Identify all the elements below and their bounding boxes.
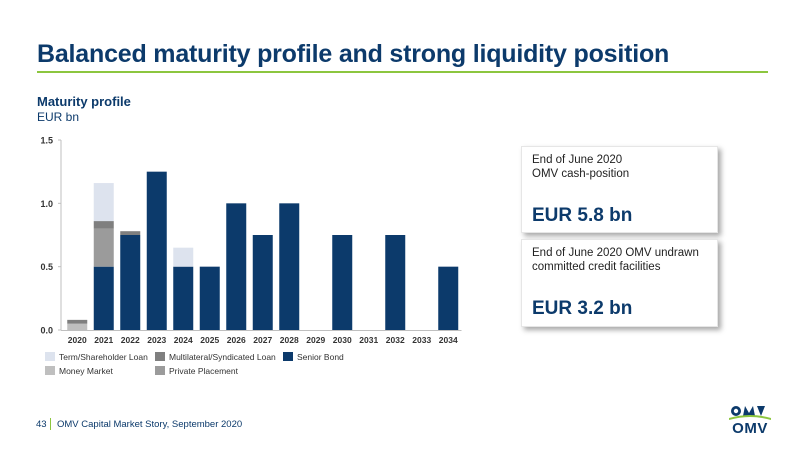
bar-senior_bond-2025 xyxy=(199,266,220,330)
credit-facilities-card: End of June 2020 OMV undrawn committed c… xyxy=(521,239,718,327)
legend-swatch-private_placement xyxy=(155,366,165,375)
bar-senior_bond-2023 xyxy=(146,171,167,330)
legend-swatch-money_market xyxy=(45,366,55,375)
bar-multilateral-2021 xyxy=(93,221,114,229)
credit-facilities-value: EUR 3.2 bn xyxy=(532,298,633,319)
x-tick-label: 2030 xyxy=(333,335,352,345)
bar-senior_bond-2032 xyxy=(385,235,406,330)
omv-logo-icon xyxy=(729,406,771,420)
footer-divider xyxy=(50,418,51,430)
bar-senior_bond-2027 xyxy=(252,235,273,330)
page-title: Balanced maturity profile and strong liq… xyxy=(37,40,670,68)
legend-label-private_placement: Private Placement xyxy=(169,366,239,376)
x-tick-label: 2034 xyxy=(439,335,458,345)
cash-position-card: End of June 2020 OMV cash-position EUR 5… xyxy=(521,146,718,233)
x-tick-label: 2022 xyxy=(121,335,140,345)
y-tick-label: 1.0 xyxy=(40,199,53,209)
x-tick-label: 2026 xyxy=(227,335,246,345)
legend-label-term_loan: Term/Shareholder Loan xyxy=(59,352,148,362)
page-number: 43 xyxy=(36,419,47,430)
y-tick-label: 0.5 xyxy=(40,262,53,272)
bar-private_placement-2021 xyxy=(93,228,114,267)
bar-senior_bond-2026 xyxy=(226,203,247,330)
bar-multilateral-2022 xyxy=(120,231,141,235)
bar-senior_bond-2024 xyxy=(173,266,194,330)
legend-label-senior_bond: Senior Bond xyxy=(297,352,344,362)
cash-position-label: End of June 2020 OMV cash-position xyxy=(532,154,630,180)
x-tick-label: 2023 xyxy=(147,335,166,345)
x-tick-label: 2025 xyxy=(200,335,219,345)
x-tick-label: 2031 xyxy=(359,335,378,345)
bar-senior_bond-2028 xyxy=(279,203,300,330)
legend-label-multilateral: Multilateral/Syndicated Loan xyxy=(169,352,276,362)
chart-unit: EUR bn xyxy=(37,110,80,124)
title-divider xyxy=(37,71,768,73)
x-tick-label: 2027 xyxy=(253,335,272,345)
x-tick-label: 2024 xyxy=(174,335,193,345)
x-tick-label: 2021 xyxy=(94,335,113,345)
footer-text: OMV Capital Market Story, September 2020 xyxy=(57,419,243,430)
x-tick-label: 2028 xyxy=(280,335,299,345)
bar-term_loan-2024 xyxy=(173,247,194,267)
bar-term_loan-2021 xyxy=(93,183,114,222)
bar-senior_bond-2034 xyxy=(438,266,459,330)
legend-swatch-senior_bond xyxy=(283,352,293,361)
bar-multilateral-2020 xyxy=(67,319,88,324)
y-tick-label: 0.0 xyxy=(40,326,53,336)
legend-swatch-multilateral xyxy=(155,352,165,361)
x-tick-label: 2020 xyxy=(68,335,87,345)
y-tick-label: 1.5 xyxy=(40,136,53,146)
x-tick-label: 2032 xyxy=(386,335,405,345)
chart-title: Maturity profile xyxy=(37,94,131,109)
legend-label-money_market: Money Market xyxy=(59,366,113,376)
x-tick-label: 2029 xyxy=(306,335,325,345)
legend-swatch-term_loan xyxy=(45,352,55,361)
omv-logo-text: OMV xyxy=(732,420,768,437)
credit-facilities-label: End of June 2020 OMV undrawn committed c… xyxy=(532,247,699,273)
bar-senior_bond-2030 xyxy=(332,235,353,330)
bar-senior_bond-2022 xyxy=(120,235,141,330)
cash-position-value: EUR 5.8 bn xyxy=(532,205,633,226)
bar-money_market-2020 xyxy=(67,323,88,330)
bar-senior_bond-2021 xyxy=(93,266,114,330)
x-tick-label: 2033 xyxy=(412,335,431,345)
